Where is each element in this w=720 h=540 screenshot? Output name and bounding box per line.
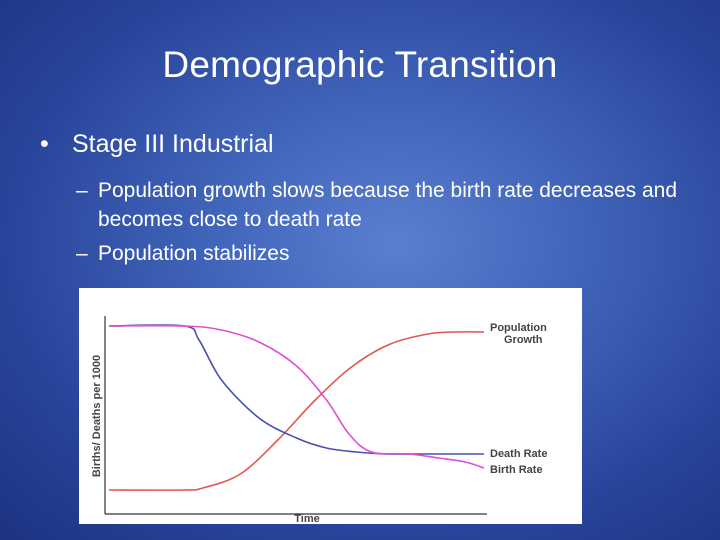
x-axis-label: Time	[294, 513, 319, 524]
sub-bullet-text: Population growth slows because the birt…	[98, 179, 678, 231]
series-birth-rate	[108, 324, 485, 469]
bullet-stage-iii: • Stage III Industrial	[40, 130, 700, 159]
bullet-text: Stage III Industrial	[72, 130, 274, 158]
demographic-chart: Births/ Deaths per 1000 Time PopulationG…	[91, 316, 547, 524]
series-label: Population	[490, 322, 547, 334]
y-axis-label: Births/ Deaths per 1000	[91, 355, 103, 477]
sub-bullet-marker: –	[76, 242, 88, 265]
series-lines	[108, 324, 485, 491]
bullet-marker: •	[40, 130, 49, 158]
series-label: Death Rate	[490, 448, 547, 460]
series-death-rate	[108, 324, 484, 455]
slide-title: Demographic Transition	[162, 44, 558, 85]
sub-bullet-growth-slows: – Population growth slows because the bi…	[40, 176, 700, 234]
sub-bullet-marker: –	[76, 179, 88, 202]
demographic-chart-figure: Births/ Deaths per 1000 Time Population G…	[79, 288, 582, 524]
sub-bullet-stabilizes: – Population stabilizes	[40, 239, 700, 268]
series-label: Birth Rate	[490, 464, 543, 476]
bullet-list: • Stage III Industrial – Population grow…	[40, 130, 700, 268]
series-population-growth	[108, 331, 485, 491]
sub-bullet-text: Population stabilizes	[98, 242, 290, 265]
series-label: Growth	[504, 334, 543, 346]
